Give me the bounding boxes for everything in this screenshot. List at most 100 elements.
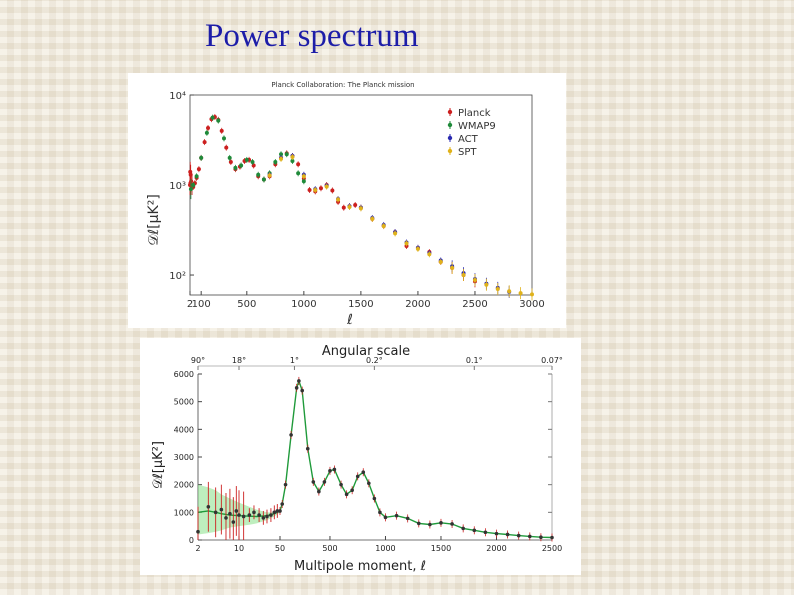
data-point-spt xyxy=(472,278,477,283)
x-tick-label: 2000 xyxy=(486,544,506,553)
data-point xyxy=(394,513,399,518)
data-point-planck xyxy=(296,162,301,167)
data-point xyxy=(405,516,410,521)
data-point xyxy=(294,386,299,390)
data-point-wmap9 xyxy=(273,160,278,165)
y-axis-label: 𝒟ℓ[μK²] xyxy=(146,194,162,246)
data-point-planck xyxy=(307,188,312,193)
data-point xyxy=(300,388,305,393)
data-point-wmap9 xyxy=(261,177,266,182)
data-point-planck xyxy=(318,186,323,191)
data-point-spt xyxy=(495,286,500,291)
y-tick-label: 6000 xyxy=(174,370,194,379)
x-tick-label: 2 xyxy=(195,544,200,553)
x-tick-label: 1000 xyxy=(375,544,395,553)
low-ell-point xyxy=(269,513,273,517)
top-axis-label: 0.07° xyxy=(541,356,563,365)
planck-spectrum-svg: Planck Collaboration: The Planck mission… xyxy=(146,81,545,328)
data-point-wmap9 xyxy=(210,115,215,120)
x-tick-label: 2000 xyxy=(405,299,430,310)
data-point xyxy=(339,482,343,487)
data-point xyxy=(428,522,432,527)
data-point xyxy=(539,535,543,540)
low-ell-point xyxy=(257,513,261,517)
y-tick-label: 2000 xyxy=(174,481,194,490)
legend-label-spt: SPT xyxy=(458,147,477,158)
low-ell-point xyxy=(213,510,218,515)
data-point-wmap9 xyxy=(296,171,301,176)
data-point-wmap9 xyxy=(256,172,261,177)
x-tick-label: 100 xyxy=(192,299,211,310)
data-point-spt xyxy=(336,197,341,202)
data-point xyxy=(289,433,293,437)
data-point xyxy=(516,533,521,538)
data-point-wmap9 xyxy=(279,152,284,157)
top-axis-label: 0.2° xyxy=(366,356,383,365)
data-point-planck xyxy=(228,160,233,165)
data-point xyxy=(322,480,327,484)
data-point-spt xyxy=(438,259,443,264)
data-point-wmap9 xyxy=(250,160,255,165)
data-point-spt xyxy=(267,173,272,178)
data-point xyxy=(305,446,310,451)
x-tick-label: 2 xyxy=(187,299,193,310)
data-point xyxy=(328,469,332,473)
data-point-wmap9 xyxy=(199,155,204,160)
data-point-spt xyxy=(290,154,295,159)
data-point xyxy=(416,521,421,526)
data-point xyxy=(450,522,454,526)
data-point-spt xyxy=(484,282,489,287)
chart-title: Angular scale xyxy=(322,344,410,359)
data-point-wmap9 xyxy=(239,163,244,168)
low-ell-point xyxy=(272,510,277,515)
data-point xyxy=(311,480,316,484)
data-point-wmap9 xyxy=(191,183,196,188)
low-ell-point xyxy=(247,513,252,517)
data-point-planck xyxy=(330,188,335,193)
x-tick-label: 3000 xyxy=(519,299,544,310)
y-tick-label: 4000 xyxy=(174,425,194,434)
x-tick-label: 2500 xyxy=(462,299,487,310)
x-tick-label: 50 xyxy=(275,544,285,553)
legend-marker xyxy=(447,122,453,128)
data-point-spt xyxy=(381,224,386,229)
low-ell-point xyxy=(196,529,200,534)
chart-header: Planck Collaboration: The Planck mission xyxy=(271,81,414,89)
top-axis-label: 90° xyxy=(191,356,205,365)
x-tick-label: 500 xyxy=(322,544,337,553)
legend-label-planck: Planck xyxy=(458,108,491,119)
data-point xyxy=(278,509,282,513)
legend-label-act: ACT xyxy=(458,134,479,145)
top-axis-label: 18° xyxy=(232,356,246,365)
low-ell-point xyxy=(234,509,239,513)
data-point xyxy=(344,492,349,497)
data-point-wmap9 xyxy=(221,136,226,141)
planck-spectrum-chart: Planck Collaboration: The Planck mission… xyxy=(128,73,566,328)
data-point xyxy=(372,496,377,501)
data-point-spt xyxy=(450,265,455,270)
low-ell-point xyxy=(241,514,246,519)
low-ell-point xyxy=(206,505,211,509)
data-point-spt xyxy=(301,174,306,179)
x-tick-label: 2500 xyxy=(542,544,562,553)
data-point-wmap9 xyxy=(227,155,232,160)
data-point-wmap9 xyxy=(188,187,193,192)
y-tick-label: 3000 xyxy=(174,453,194,462)
y-tick-label: 0 xyxy=(189,536,194,545)
data-point-wmap9 xyxy=(284,152,289,157)
legend-marker xyxy=(447,109,453,115)
y-axis-label: 𝒟ℓ[μK²] xyxy=(151,441,166,489)
x-axis-label: ℓ xyxy=(346,312,353,328)
y-tick-label: 10² xyxy=(169,271,186,282)
data-point-wmap9 xyxy=(301,179,306,184)
data-point xyxy=(483,530,488,535)
x-tick-label: 1000 xyxy=(291,299,316,310)
x-axis-label: Multipole moment, ℓ xyxy=(294,559,426,574)
y-tick-label: 5000 xyxy=(174,398,194,407)
data-point-wmap9 xyxy=(290,158,295,163)
data-point-wmap9 xyxy=(204,130,209,135)
data-point xyxy=(283,482,288,487)
low-ell-point xyxy=(237,513,241,517)
y-tick-label: 10³ xyxy=(169,181,186,192)
data-point xyxy=(355,474,360,479)
